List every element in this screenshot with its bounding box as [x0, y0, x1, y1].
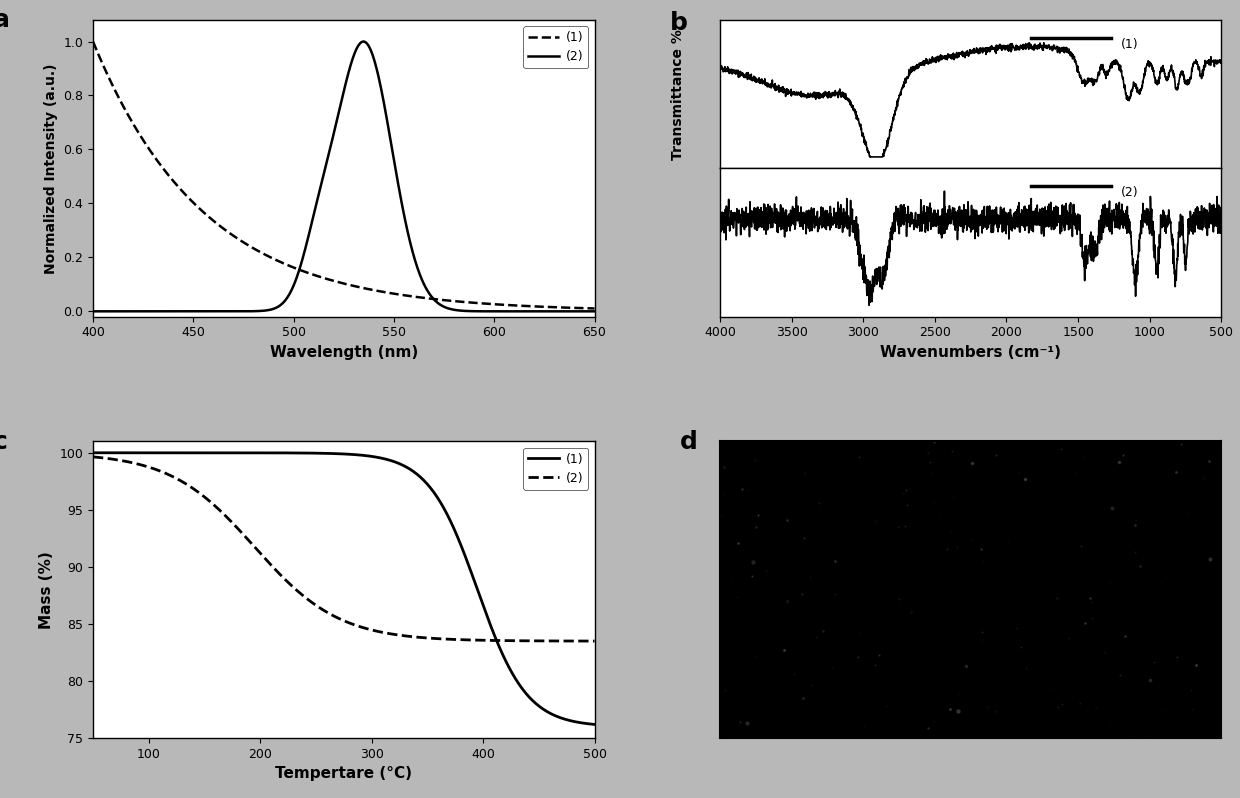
- (2): [587, 636, 601, 646]
- Y-axis label: Normalized Intensity (a.u.): Normalized Intensity (a.u.): [43, 63, 58, 274]
- (1): [466, 298, 481, 307]
- (1): [215, 448, 229, 457]
- X-axis label: Wavelength (nm): Wavelength (nm): [269, 345, 418, 360]
- (1): [312, 448, 327, 458]
- (1): [391, 290, 405, 299]
- (2): [312, 603, 327, 613]
- (1): [377, 287, 392, 297]
- Text: b: b: [670, 11, 688, 35]
- (1): [405, 291, 420, 301]
- (2): [86, 306, 100, 316]
- Line: (1): (1): [93, 41, 594, 309]
- (1): [381, 455, 396, 464]
- (1): [517, 301, 532, 310]
- (2): [356, 37, 371, 46]
- (2): [175, 476, 190, 486]
- (2): [86, 452, 100, 461]
- (1): [587, 304, 601, 314]
- Y-axis label: Mass (%): Mass (%): [38, 551, 53, 629]
- Line: (2): (2): [93, 41, 594, 311]
- (1): [420, 480, 435, 490]
- Legend: (1), (2): (1), (2): [523, 26, 588, 69]
- Line: (2): (2): [93, 456, 594, 641]
- (1): [86, 37, 100, 46]
- Legend: (1), (2): (1), (2): [523, 448, 588, 490]
- (2): [377, 104, 392, 113]
- (1): [86, 448, 100, 457]
- (2): [405, 249, 420, 259]
- X-axis label: Wavenumbers (cm⁻¹): Wavenumbers (cm⁻¹): [880, 345, 1061, 360]
- (1): [587, 720, 601, 729]
- (2): [587, 306, 601, 316]
- (2): [518, 306, 533, 316]
- Line: (1): (1): [93, 452, 594, 725]
- (2): [466, 306, 481, 316]
- (2): [215, 508, 229, 517]
- Text: c: c: [0, 429, 7, 453]
- (2): [391, 179, 405, 188]
- Text: (1): (1): [1121, 38, 1138, 51]
- (2): [117, 306, 131, 316]
- (2): [420, 634, 435, 643]
- (2): [464, 635, 479, 645]
- (1): [175, 448, 190, 457]
- (1): [464, 566, 479, 575]
- Text: (2): (2): [1121, 186, 1138, 200]
- (2): [381, 629, 396, 638]
- (1): [117, 102, 131, 112]
- X-axis label: Tempertare (°C): Tempertare (°C): [275, 766, 412, 781]
- Text: d: d: [680, 429, 698, 453]
- Text: a: a: [0, 8, 10, 32]
- Y-axis label: Transmittance %: Transmittance %: [671, 29, 686, 160]
